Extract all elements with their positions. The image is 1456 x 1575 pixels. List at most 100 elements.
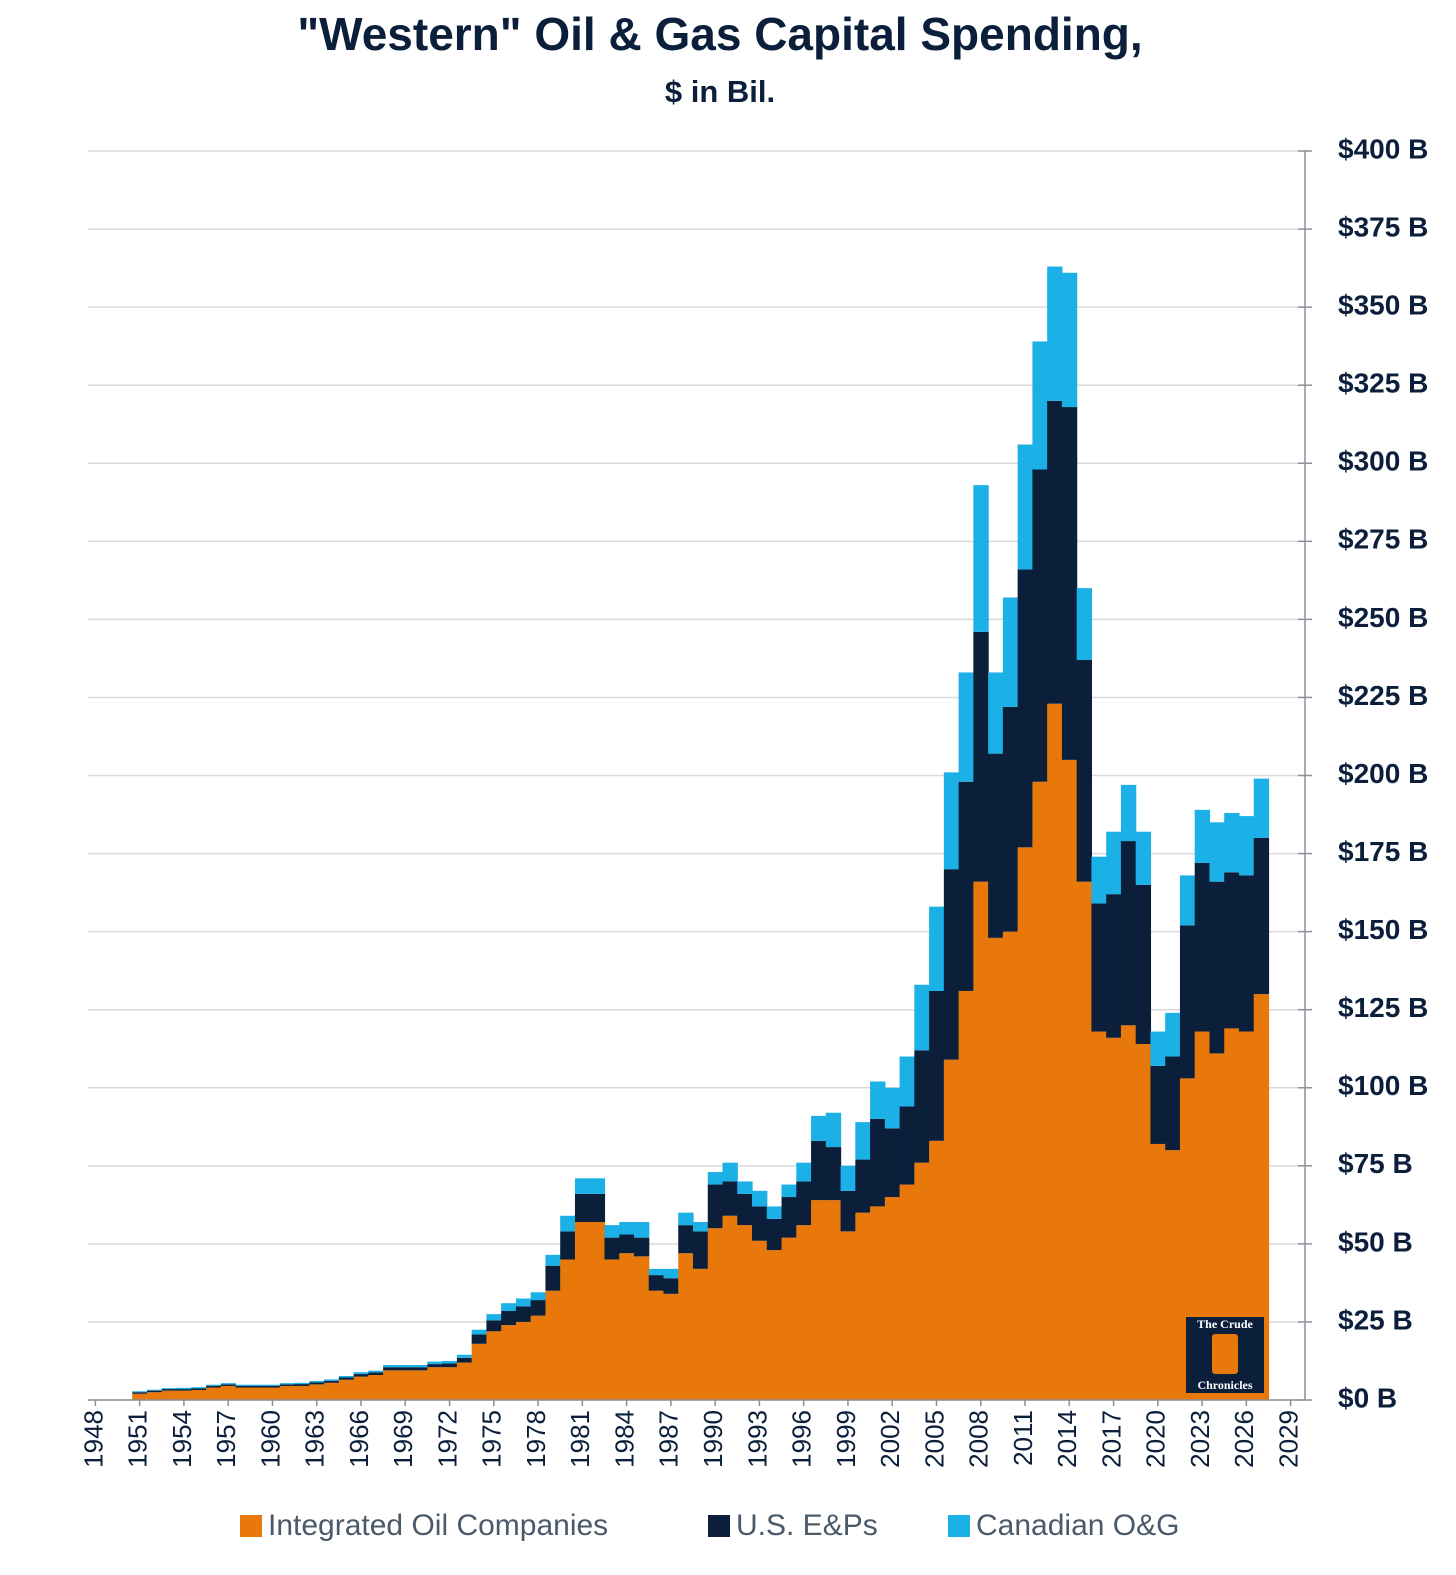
bar-segment [309, 1380, 325, 1383]
legend-swatch [240, 1515, 262, 1537]
bar-segment [530, 1292, 547, 1301]
bar-segment [752, 1206, 768, 1241]
bar-segment [147, 1390, 163, 1393]
y-tick-label: $75 B [1338, 1148, 1413, 1179]
bar-segment [1106, 1037, 1122, 1400]
bar-segment [1106, 894, 1122, 1038]
legend-swatch [948, 1515, 970, 1537]
chart-title: "Western" Oil & Gas Capital Spending, [297, 8, 1142, 60]
bar-segment [1002, 931, 1019, 1400]
bar-segment [1165, 1012, 1181, 1057]
bar-segment [1179, 925, 1196, 1079]
bar-segment [353, 1374, 369, 1377]
bar-segment [530, 1300, 547, 1316]
bar-segment [855, 1212, 871, 1400]
x-tick-label: 1993 [742, 1410, 772, 1468]
bar-segment [397, 1370, 414, 1400]
bar-segment [1150, 1143, 1166, 1400]
logo-text: Chronicles [1197, 1378, 1252, 1392]
bar-segment [397, 1365, 414, 1368]
bar-segment [1032, 781, 1048, 1400]
bar-segment [368, 1370, 384, 1373]
bar-segment [1047, 703, 1063, 1400]
bar-segment [663, 1268, 679, 1279]
bar-segment [722, 1181, 738, 1216]
legend-label: Integrated Oil Companies [268, 1509, 608, 1542]
y-tick-label: $125 B [1338, 992, 1428, 1023]
bar-segment [442, 1367, 458, 1400]
bar-segment [1061, 272, 1078, 408]
bar-segment [870, 1206, 886, 1400]
bar-segment [324, 1380, 340, 1383]
bar-segment [1194, 862, 1211, 1032]
bar-segment [1002, 597, 1019, 707]
bar-segment [722, 1215, 738, 1400]
bar-segment [235, 1385, 251, 1388]
bar-segment [161, 1390, 178, 1400]
bar-segment [693, 1222, 709, 1232]
bar-segment [899, 1056, 915, 1107]
bar-segment [560, 1259, 576, 1400]
bar-segment [574, 1222, 591, 1400]
bar-segment [1135, 1044, 1152, 1400]
bar-segment [220, 1383, 237, 1385]
bar-segment [752, 1190, 768, 1207]
bar-segment [501, 1311, 517, 1326]
bar-segment [796, 1225, 812, 1400]
x-tick-label: 1996 [787, 1410, 817, 1468]
bar-segment [294, 1382, 310, 1385]
bar-segment [324, 1379, 340, 1381]
bar-segment [279, 1385, 296, 1400]
bar-segment [1253, 778, 1270, 838]
bar-segment [884, 1087, 901, 1129]
bar-segment [486, 1320, 502, 1332]
bar-segment [943, 772, 960, 870]
bar-segment [929, 906, 945, 991]
bar-segment [1179, 875, 1196, 926]
x-tick-label: 1978 [521, 1410, 551, 1468]
bar-segment [943, 869, 960, 1060]
bar-segment [707, 1184, 724, 1229]
bar-segment [914, 984, 930, 1051]
bar-segment [1002, 706, 1019, 932]
bar-segment [383, 1367, 399, 1371]
x-tick-label: 1948 [78, 1410, 108, 1468]
bar-segment [589, 1222, 606, 1400]
bar-segment [471, 1334, 488, 1344]
bar-segment [825, 1147, 842, 1201]
bar-segment [1238, 875, 1255, 1032]
bar-segment [870, 1118, 886, 1207]
bar-segment [958, 990, 974, 1400]
bar-segment [973, 631, 989, 882]
bar-segment [486, 1314, 502, 1321]
bar-segment [619, 1253, 635, 1400]
bar-segment [648, 1290, 665, 1400]
bar-segment [353, 1372, 369, 1375]
bar-segment [220, 1384, 237, 1386]
x-tick-label: 1966 [344, 1410, 374, 1468]
logo-barrel [1212, 1334, 1238, 1374]
bar-segment [1076, 588, 1093, 660]
y-tick-label: $225 B [1338, 680, 1428, 711]
bar-segment [1061, 759, 1078, 1400]
bar-segment [737, 1193, 753, 1226]
bar-segment [914, 1050, 930, 1163]
bar-segment [412, 1370, 428, 1400]
bar-segment [811, 1200, 827, 1400]
bar-segment [515, 1306, 532, 1322]
bar-segment [899, 1184, 915, 1400]
bar-segment [1061, 407, 1078, 760]
bar-segment [1032, 469, 1048, 782]
bar-segment [589, 1193, 606, 1223]
x-tick-label: 2020 [1141, 1410, 1171, 1468]
x-tick-label: 2011 [1008, 1410, 1038, 1466]
bar-segment [1017, 569, 1033, 848]
bar-segment [1076, 881, 1093, 1400]
bar-segment [1091, 856, 1107, 904]
bar-segment [663, 1293, 679, 1400]
bar-segment [294, 1384, 310, 1386]
bar-segment [663, 1278, 679, 1294]
bar-segment [811, 1115, 827, 1141]
bar-segment [633, 1222, 650, 1238]
